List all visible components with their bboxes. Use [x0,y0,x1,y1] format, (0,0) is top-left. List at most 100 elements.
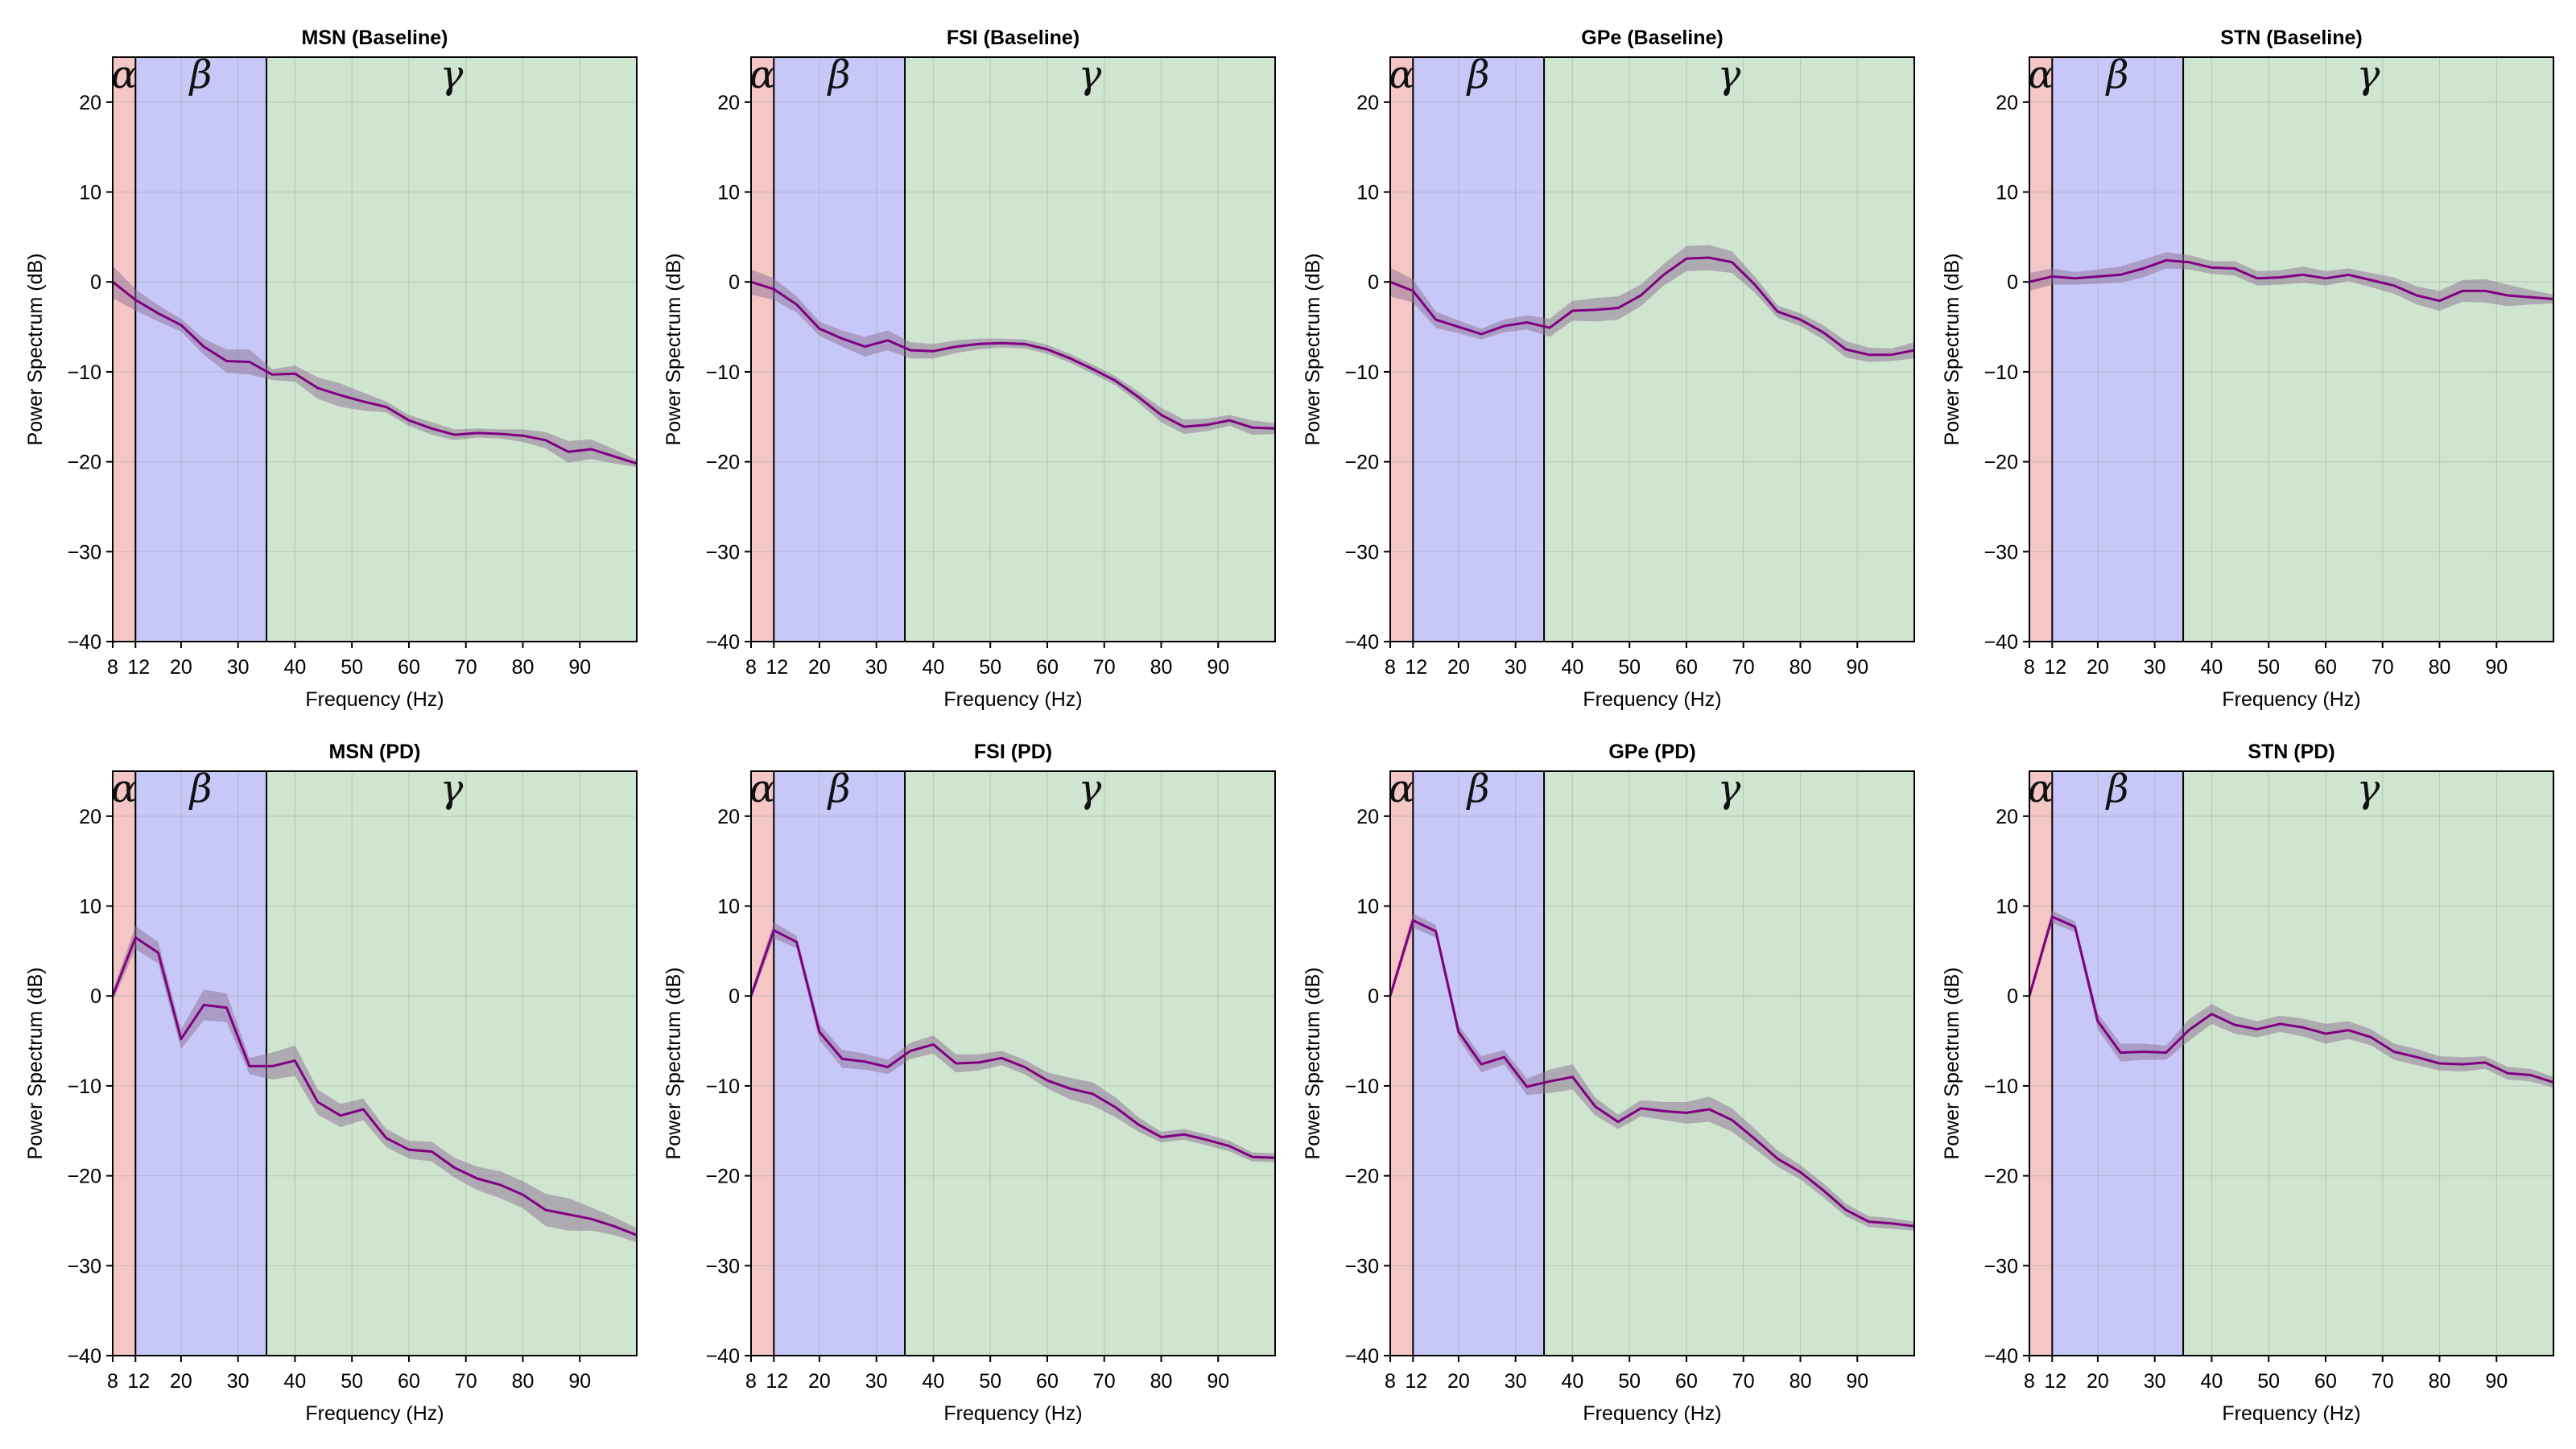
x-tick-label: 90 [568,656,591,679]
x-axis-label: Frequency (Hz) [943,1402,1082,1425]
confidence-band [113,266,637,468]
y-tick-label: −20 [706,1166,740,1188]
x-tick-label: 50 [341,656,363,679]
x-tick-label: 60 [398,1370,420,1393]
x-tick-label: 8 [107,656,118,679]
y-tick-label: −40 [68,631,101,654]
y-tick-label: −30 [706,1255,740,1278]
x-tick-label: 20 [808,656,831,679]
band-region-0 [751,57,774,642]
chart-panel: α β γ −40 −30 −20 −10 0 10 20 8 12 20 30 40 50 60 70 80 90 F… [663,27,1276,711]
x-tick-label: 20 [2087,1370,2109,1393]
chart-panel: α β γ −40 −30 −20 −10 0 10 20 8 12 20 30 40 50 60 70 80 90 M… [24,741,638,1425]
y-tick-label: −30 [68,541,101,564]
band-label: α [111,52,137,97]
y-axis-label: Power Spectrum (dB) [663,254,685,446]
x-tick-label: 80 [1790,656,1812,679]
x-tick-label: 30 [227,1370,250,1393]
x-tick-label: 40 [1562,656,1584,679]
band-region-1 [2052,771,2184,1356]
band-label: α [2028,766,2054,811]
y-tick-label: −20 [706,452,740,474]
y-axis-label: Power Spectrum (dB) [1302,968,1324,1160]
y-tick-label: 0 [729,271,740,294]
y-tick-label: 20 [1996,92,2018,114]
y-tick-label: −30 [706,541,740,564]
x-tick-label: 90 [2485,1370,2508,1393]
y-tick-label: −10 [68,361,101,384]
x-tick-label: 70 [1093,1370,1116,1393]
chart-title: MSN (PD) [329,741,421,763]
y-tick-label: 0 [729,985,740,1008]
y-tick-label: −30 [1984,1255,2018,1278]
x-tick-label: 8 [2024,1370,2035,1393]
x-tick-label: 12 [2044,656,2066,679]
band-label: α [111,766,137,811]
x-tick-label: 12 [766,1370,788,1393]
y-tick-label: 10 [1996,896,2018,919]
band-label: β [2105,766,2129,811]
x-tick-label: 20 [808,1370,831,1393]
band-label: γ [440,52,464,97]
y-tick-label: 0 [90,271,101,294]
y-tick-label: 0 [2007,985,2018,1008]
x-tick-label: 40 [2201,656,2223,679]
chart-panel: α β γ −40 −30 −20 −10 0 10 20 8 12 20 30 40 50 60 70 80 90 S… [1941,27,2554,711]
y-tick-label: −10 [1345,1075,1379,1098]
band-label: β [1466,766,1490,811]
band-region-1 [135,771,267,1356]
x-tick-label: 8 [1385,656,1396,679]
x-tick-label: 70 [1093,656,1116,679]
x-tick-label: 90 [568,1370,591,1393]
chart-panel: α β γ −40 −30 −20 −10 0 10 20 8 12 20 30 40 50 60 70 80 90 G… [1302,27,1915,711]
chart-title: GPe (PD) [1608,741,1695,763]
y-tick-label: 10 [1356,182,1379,204]
x-tick-label: 90 [1846,656,1868,679]
axes-frame [750,770,1276,1356]
confidence-band [1390,245,1914,362]
x-tick-label: 8 [2024,656,2035,679]
series-line [749,929,1276,1159]
x-axis-label: Frequency (Hz) [1583,688,1721,711]
band-label: γ [1718,766,1741,811]
y-axis-label: Power Spectrum (dB) [663,968,685,1160]
x-axis-label: Frequency (Hz) [2222,688,2360,711]
band-region-2 [266,771,637,1356]
x-tick-label: 12 [766,656,788,679]
chart-panel: α β γ −40 −30 −20 −10 0 10 20 8 12 20 30 40 50 60 70 80 90 M… [24,27,638,711]
x-tick-label: 20 [170,1370,192,1393]
band-label: γ [1079,766,1102,811]
y-tick-label: 20 [1356,92,1379,114]
band-label: β [188,766,213,811]
x-tick-label: 40 [923,1370,945,1393]
x-tick-label: 50 [2257,1370,2280,1393]
x-tick-label: 60 [398,656,420,679]
x-tick-label: 70 [455,656,477,679]
y-tick-label: −20 [1345,1166,1379,1188]
y-axis-label: Power Spectrum (dB) [24,968,47,1160]
band-region-0 [113,771,136,1356]
band-label: β [827,766,851,811]
series-line [1389,256,1915,357]
y-tick-label: 0 [90,985,101,1008]
series-line [111,936,638,1236]
x-tick-label: 30 [1505,1370,1527,1393]
band-region-2 [1544,771,1914,1356]
x-tick-label: 40 [1562,1370,1584,1393]
x-tick-label: 12 [2044,1370,2066,1393]
confidence-band [751,269,1275,436]
series-line [2028,915,2554,1084]
band-label: α [749,52,775,97]
x-tick-label: 70 [455,1370,477,1393]
y-tick-label: −30 [1345,1255,1379,1278]
chart-title: MSN (Baseline) [302,27,448,49]
y-tick-label: −40 [706,631,740,654]
x-tick-label: 90 [1207,656,1229,679]
x-tick-label: 60 [2314,656,2337,679]
axes-frame [2029,770,2554,1356]
y-tick-label: −10 [706,1075,740,1098]
chart-title: STN (PD) [2248,741,2334,763]
y-tick-label: −30 [1984,541,2018,564]
series-line [750,280,1276,430]
